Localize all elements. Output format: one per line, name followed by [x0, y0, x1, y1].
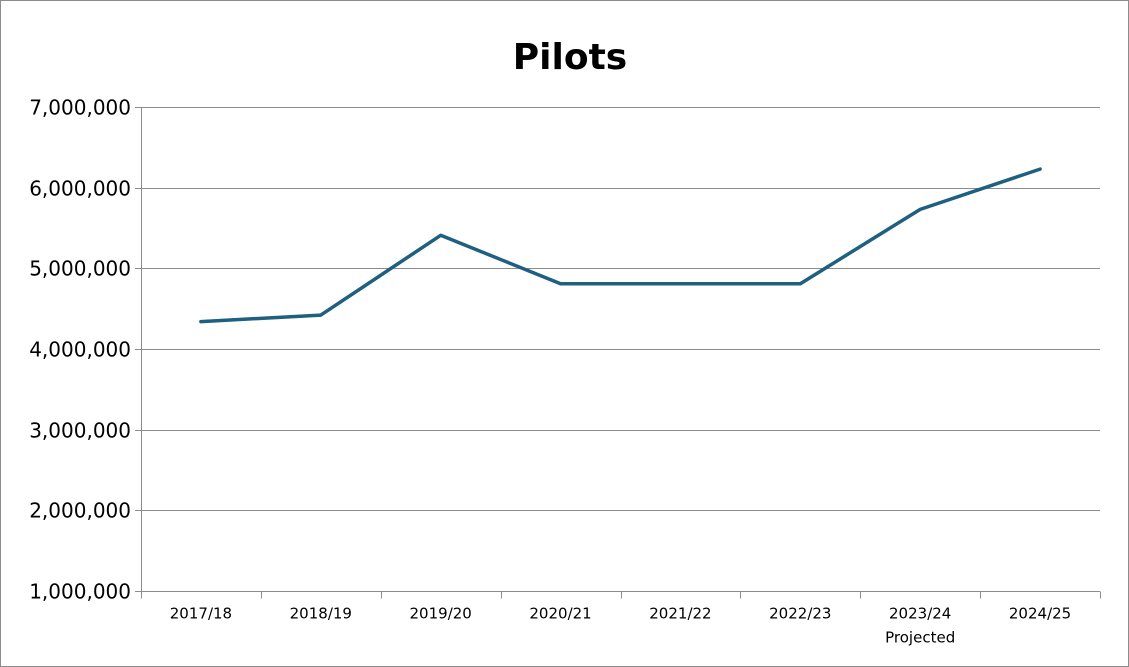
- y-tick-label: 4,000,000: [29, 338, 131, 362]
- x-tick-label: 2019/20: [410, 605, 472, 623]
- y-tick-label: 7,000,000: [29, 96, 131, 120]
- x-tick-label: 2022/23: [769, 605, 831, 623]
- axes: [135, 107, 1101, 599]
- gridlines: [135, 107, 1100, 511]
- x-tick-label: 2021/22: [649, 605, 711, 623]
- x-tick-label: 2023/24 Projected: [885, 605, 955, 647]
- y-tick-label: 2,000,000: [29, 499, 131, 523]
- y-tick-label: 5,000,000: [29, 257, 131, 281]
- y-tick-labels: 1,000,000 2,000,000 3,000,000 4,000,000 5,00…: [29, 96, 131, 604]
- y-tick-label: 1,000,000: [29, 580, 131, 604]
- series-layer: [199, 167, 1042, 324]
- x-tick-labels: 2017/18 2018/19 2019/20 2020/21 2021/22 2022/…: [170, 605, 1071, 647]
- series-line: [199, 167, 1042, 324]
- x-tick-label: 2020/21: [529, 605, 591, 623]
- y-tick-label: 6,000,000: [29, 177, 131, 201]
- chart-title: Pilots: [513, 37, 627, 78]
- x-tick-label: 2024/25: [1009, 605, 1071, 623]
- x-tick-label: 2017/18: [170, 605, 232, 623]
- x-tick-label: 2018/19: [290, 605, 352, 623]
- y-tick-label: 3,000,000: [29, 419, 131, 443]
